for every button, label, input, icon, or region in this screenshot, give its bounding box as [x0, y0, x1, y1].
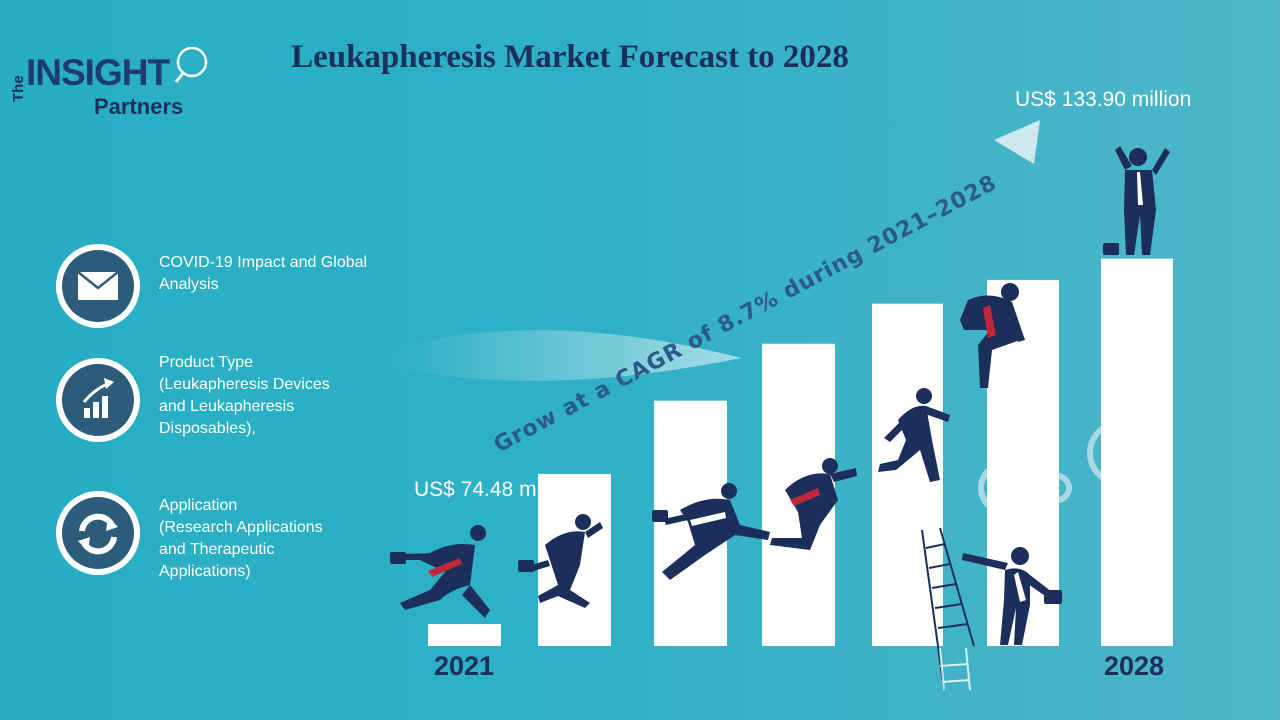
legend-line: and Therapeutic [159, 541, 275, 558]
ladder-icon [921, 527, 975, 691]
chart-title: Leukapheresis Market Forecast to 2028 [291, 39, 849, 75]
legend-line: Product Type [159, 354, 253, 371]
businessman-figure [1103, 146, 1170, 255]
legend-text-application: Application (Research Applications and T… [159, 495, 399, 583]
start-year-label: 2021 [434, 651, 495, 681]
end-value-label: US$ 133.90 million [1015, 88, 1192, 111]
logo-insight: INSIGHT [26, 52, 170, 93]
legend-line: Disposables), [159, 420, 256, 437]
businessman-figure [518, 514, 603, 608]
businessman-figure [390, 525, 490, 618]
businessman-figure [770, 458, 857, 550]
speed-swoosh [396, 330, 741, 381]
bar-7 [1101, 258, 1173, 646]
logo-magnifier-icon [174, 46, 208, 83]
envelope-icon [56, 244, 140, 328]
legend-line: Application [159, 497, 238, 514]
businessman-figure [652, 483, 770, 580]
businessman-figure [878, 388, 950, 482]
growth-chart-icon [56, 358, 140, 442]
start-value-label: US$ 74.48 million [414, 478, 579, 501]
legend-line: Applications) [159, 563, 251, 580]
arrowhead-icon [994, 120, 1040, 164]
cycle-arrows-icon [56, 491, 140, 575]
bar-1 [428, 624, 501, 646]
end-year-label: 2028 [1104, 651, 1165, 681]
legend-text-product-type: Product Type (Leukapheresis Devices and … [159, 352, 399, 440]
logo-partners: Partners [94, 94, 184, 119]
legend-line: (Research Applications [159, 519, 323, 536]
legend-text-covid: COVID-19 Impact and Global Analysis [159, 254, 368, 293]
businessman-figure [960, 283, 1025, 388]
businessman-figure [962, 547, 1062, 645]
legend-line: and Leukapheresis [159, 398, 295, 415]
legend-line: (Leukapheresis Devices [159, 376, 330, 393]
insight-partners-logo: The INSIGHT Partners [6, 44, 221, 124]
